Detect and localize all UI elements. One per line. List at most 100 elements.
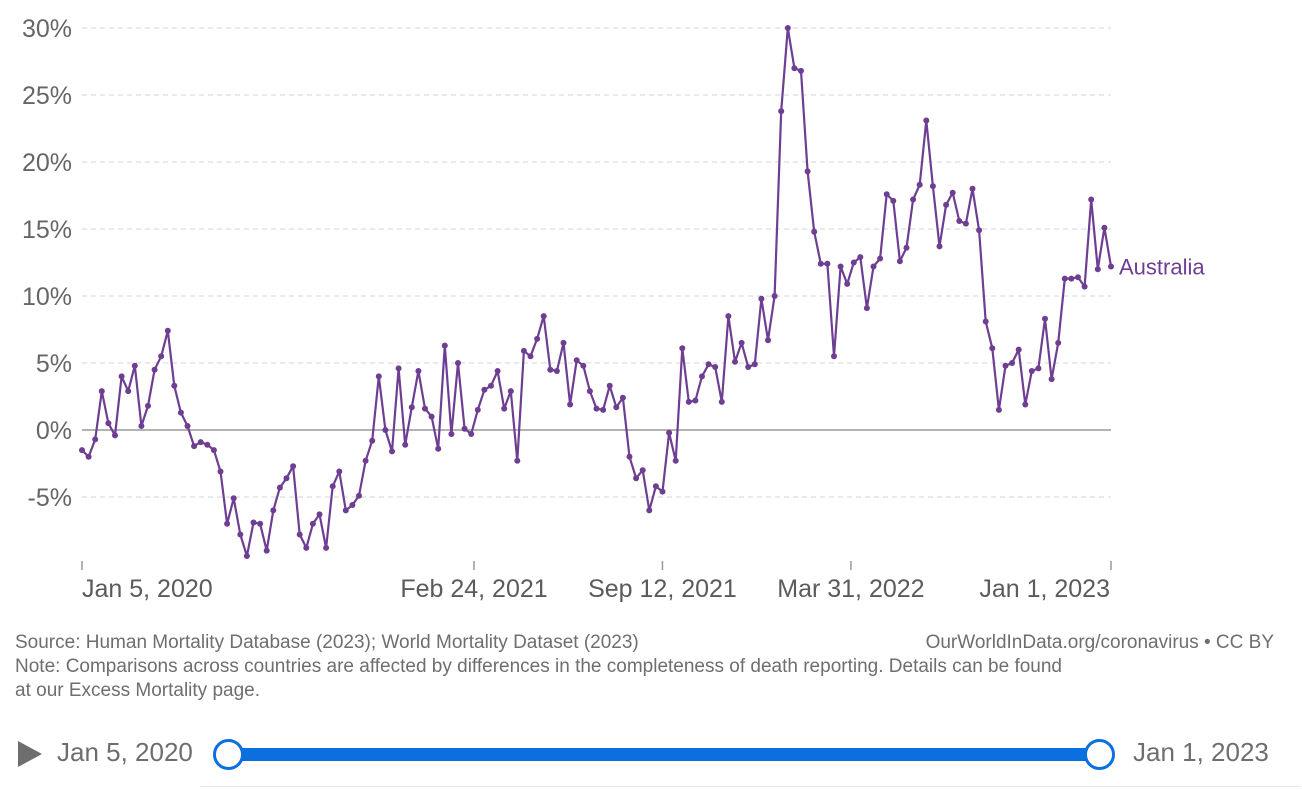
data-point[interactable] (639, 467, 646, 474)
data-point[interactable] (507, 388, 514, 395)
data-point[interactable] (725, 313, 732, 320)
data-point[interactable] (1055, 339, 1062, 346)
data-point[interactable] (929, 183, 936, 190)
data-point[interactable] (349, 502, 356, 508)
data-point[interactable] (692, 397, 699, 404)
data-point[interactable] (151, 366, 158, 373)
data-point[interactable] (263, 547, 270, 554)
data-point[interactable] (923, 117, 930, 124)
data-point[interactable] (863, 305, 870, 312)
data-point[interactable] (1108, 263, 1114, 270)
data-point[interactable] (540, 313, 547, 320)
data-point[interactable] (395, 365, 402, 372)
data-point[interactable] (1048, 376, 1055, 383)
data-point[interactable] (217, 468, 224, 475)
data-point[interactable] (1075, 274, 1081, 281)
data-point[interactable] (936, 243, 943, 250)
data-point[interactable] (850, 259, 857, 266)
data-point[interactable] (666, 429, 673, 436)
play-icon[interactable] (18, 741, 42, 767)
data-point[interactable] (976, 227, 983, 234)
data-point[interactable] (962, 220, 969, 227)
data-point[interactable] (1068, 275, 1075, 282)
data-point[interactable] (375, 373, 382, 380)
data-point[interactable] (125, 388, 132, 395)
series-points[interactable] (79, 25, 1114, 559)
data-point[interactable] (382, 427, 389, 433)
data-point[interactable] (98, 388, 105, 395)
data-point[interactable] (949, 189, 956, 196)
data-point[interactable] (580, 362, 587, 369)
timeline-end-handle[interactable] (1084, 739, 1115, 770)
data-point[interactable] (336, 468, 343, 475)
data-point[interactable] (751, 361, 758, 368)
data-point[interactable] (791, 65, 798, 72)
data-point[interactable] (745, 364, 752, 370)
data-point[interactable] (771, 293, 778, 299)
data-point[interactable] (738, 339, 745, 346)
data-point[interactable] (613, 404, 620, 411)
data-point[interactable] (428, 413, 435, 420)
data-point[interactable] (177, 409, 184, 416)
data-point[interactable] (672, 457, 679, 464)
data-point[interactable] (982, 318, 989, 325)
data-point[interactable] (758, 295, 765, 302)
data-point[interactable] (1088, 196, 1095, 203)
data-point[interactable] (646, 507, 653, 514)
data-point[interactable] (184, 423, 191, 429)
data-point[interactable] (804, 168, 811, 175)
data-point[interactable] (105, 420, 112, 427)
data-point[interactable] (679, 345, 686, 352)
data-point[interactable] (712, 364, 719, 370)
data-point[interactable] (547, 366, 554, 373)
data-point[interactable] (633, 475, 640, 482)
data-point[interactable] (520, 347, 527, 354)
data-point[interactable] (191, 443, 198, 450)
data-point[interactable] (1081, 283, 1088, 290)
data-point[interactable] (1022, 401, 1029, 408)
data-point[interactable] (1061, 275, 1068, 282)
data-point[interactable] (586, 388, 593, 395)
data-point[interactable] (1042, 315, 1048, 322)
data-point[interactable] (316, 511, 323, 518)
data-point[interactable] (883, 191, 890, 198)
data-point[interactable] (896, 258, 903, 265)
data-point[interactable] (969, 185, 976, 192)
data-point[interactable] (619, 394, 626, 401)
data-point[interactable] (362, 457, 369, 464)
data-point[interactable] (995, 406, 1002, 413)
data-point[interactable] (118, 373, 125, 380)
data-point[interactable] (329, 483, 336, 490)
data-point[interactable] (415, 368, 422, 374)
data-point[interactable] (197, 439, 204, 446)
data-point[interactable] (158, 353, 165, 360)
data-point[interactable] (824, 260, 831, 267)
data-point[interactable] (685, 398, 692, 405)
data-point[interactable] (1015, 346, 1022, 353)
data-point[interactable] (488, 382, 494, 389)
data-point[interactable] (468, 431, 475, 437)
data-point[interactable] (870, 263, 877, 270)
timeline-slider[interactable]: Jan 5, 2020 Jan 1, 2023 (0, 725, 1302, 785)
data-point[interactable] (765, 337, 771, 344)
data-point[interactable] (705, 361, 712, 368)
data-point[interactable] (171, 382, 178, 389)
data-point[interactable] (323, 544, 330, 551)
data-point[interactable] (1035, 365, 1042, 372)
data-point[interactable] (290, 463, 297, 470)
data-point[interactable] (85, 453, 92, 460)
data-point[interactable] (250, 519, 257, 526)
data-point[interactable] (606, 382, 613, 389)
data-point[interactable] (283, 475, 290, 482)
data-point[interactable] (303, 544, 310, 551)
data-point[interactable] (270, 507, 277, 514)
data-point[interactable] (534, 335, 541, 342)
data-point[interactable] (455, 360, 461, 366)
data-point[interactable] (699, 373, 705, 380)
data-point[interactable] (514, 457, 521, 464)
data-point[interactable] (309, 520, 316, 527)
data-point[interactable] (494, 368, 501, 374)
data-point[interactable] (778, 108, 785, 115)
data-point[interactable] (257, 520, 264, 527)
data-point[interactable] (461, 425, 468, 432)
